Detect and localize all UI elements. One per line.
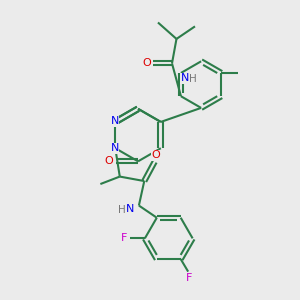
Text: N: N	[181, 73, 189, 83]
Text: H: H	[189, 74, 197, 84]
Text: N: N	[110, 143, 119, 153]
Text: N: N	[126, 204, 135, 214]
Text: F: F	[186, 273, 192, 283]
Text: F: F	[121, 233, 127, 243]
Text: H: H	[118, 205, 125, 215]
Text: O: O	[105, 156, 113, 166]
Text: N: N	[110, 116, 119, 126]
Text: O: O	[142, 58, 151, 68]
Text: O: O	[152, 150, 161, 160]
